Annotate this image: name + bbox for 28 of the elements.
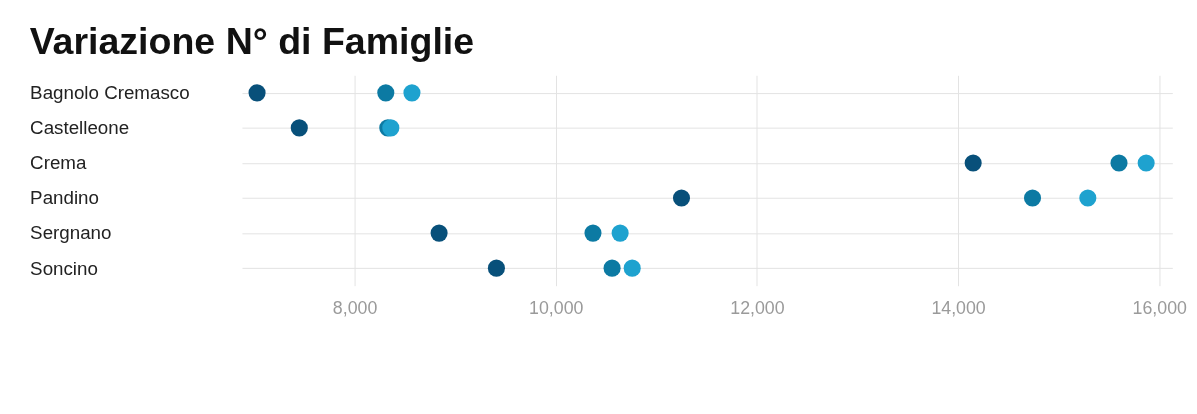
point — [1110, 154, 1128, 172]
y-tick-label: Soncino — [30, 257, 98, 279]
y-tick-label: Pandino — [30, 187, 99, 209]
point — [487, 259, 505, 277]
point — [430, 224, 448, 242]
point — [248, 84, 266, 102]
point — [403, 84, 421, 102]
x-tick-label: 16,000 — [1132, 297, 1188, 318]
x-tick-label: 8,000 — [332, 297, 378, 318]
y-tick-label: Crema — [30, 152, 87, 174]
point — [1023, 189, 1042, 207]
y-tick-label: Castelleone — [30, 117, 130, 139]
point — [623, 259, 641, 277]
x-tick-label: 10,000 — [529, 297, 584, 318]
y-tick-label: Sergnano — [30, 222, 112, 244]
point — [584, 224, 602, 242]
y-tick-label: Bagnolo Cremasco — [30, 82, 190, 104]
point — [611, 224, 629, 242]
point — [1137, 154, 1155, 172]
point — [672, 189, 691, 207]
x-tick-label: 14,000 — [931, 297, 986, 318]
point — [290, 119, 308, 137]
point — [1079, 189, 1097, 207]
chart-title: Variazione N° di Famiglie — [29, 19, 475, 62]
point — [377, 84, 395, 102]
x-tick-label: 12,000 — [730, 297, 785, 318]
point — [964, 154, 982, 172]
point — [603, 259, 621, 277]
